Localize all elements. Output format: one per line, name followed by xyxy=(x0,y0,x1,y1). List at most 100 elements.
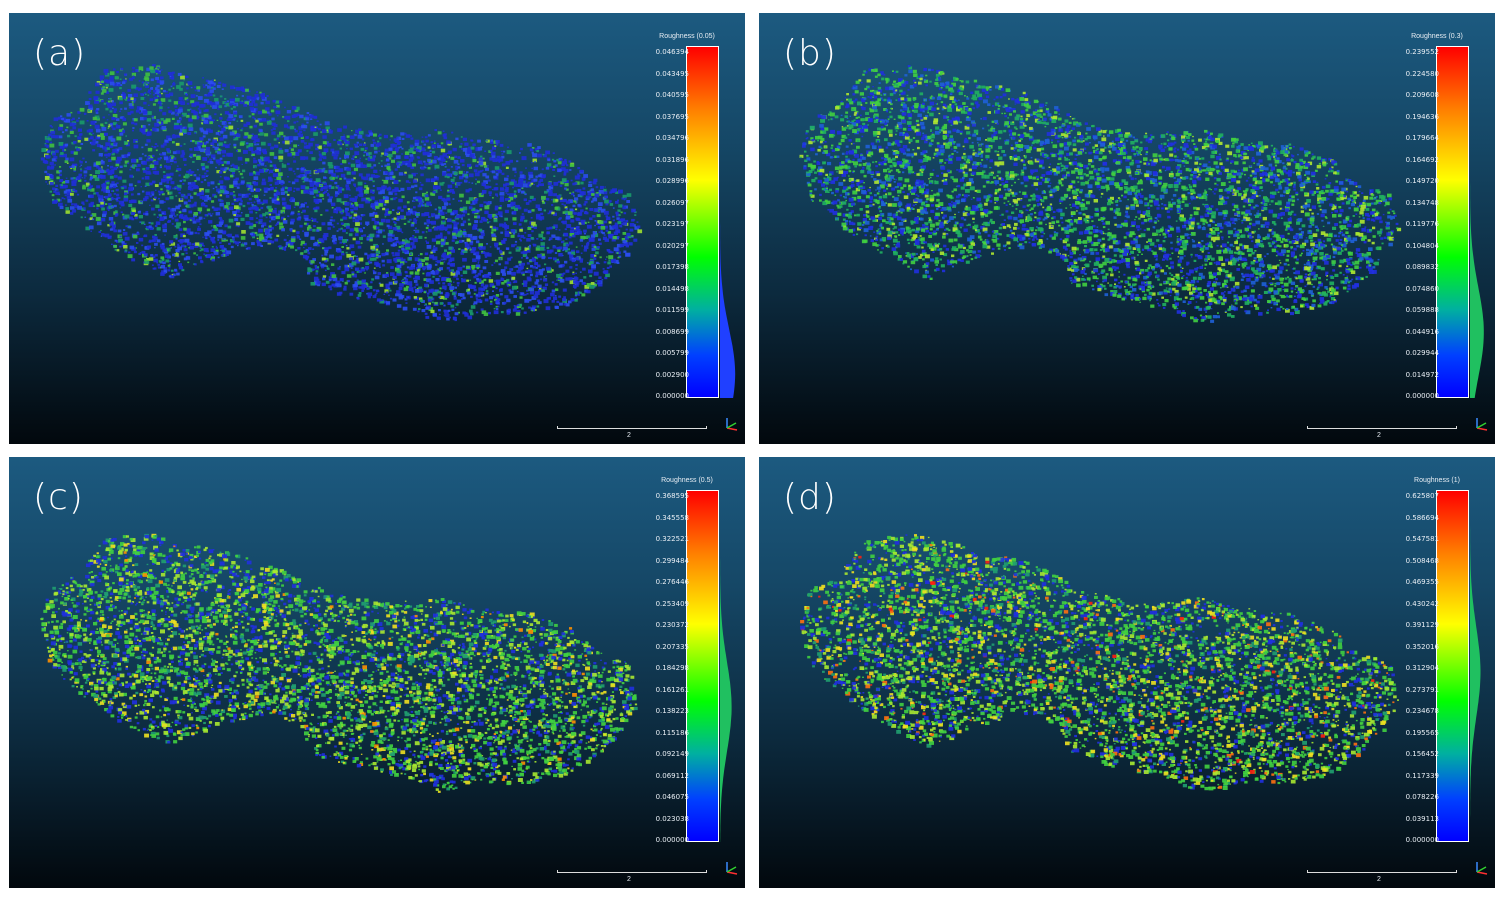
cloud-point xyxy=(565,188,569,191)
cloud-point xyxy=(209,199,212,201)
cloud-point xyxy=(127,112,132,116)
cloud-point xyxy=(125,142,128,145)
cloud-point xyxy=(124,249,128,252)
cloud-point xyxy=(189,153,195,158)
cloud-point xyxy=(422,201,425,203)
cloud-point xyxy=(510,201,516,206)
cloud-point xyxy=(401,247,405,251)
cloud-point xyxy=(433,140,436,142)
cloud-point xyxy=(221,143,226,147)
cloud-point xyxy=(52,187,56,190)
cloud-point xyxy=(243,123,248,127)
cloud-point xyxy=(441,216,445,219)
cloud-point xyxy=(392,242,397,247)
cloud-point xyxy=(49,190,52,193)
cloud-point xyxy=(306,121,309,124)
cloud-point xyxy=(314,126,317,129)
cloud-point xyxy=(352,237,356,241)
cloud-point xyxy=(415,271,420,275)
cloud-point xyxy=(123,245,128,249)
cloud-point xyxy=(546,197,550,201)
cloud-point xyxy=(88,132,92,135)
cloud-point xyxy=(123,197,129,202)
cloud-point xyxy=(414,227,417,230)
cloud-point xyxy=(282,116,285,118)
cloud-point xyxy=(358,292,362,295)
cloud-point xyxy=(188,183,193,188)
cloud-point xyxy=(590,234,596,238)
cloud-point xyxy=(397,228,402,232)
cloud-point xyxy=(376,290,380,293)
cloud-point xyxy=(264,229,270,233)
cloud-point xyxy=(259,119,262,122)
cloud-point xyxy=(246,202,250,205)
cloud-point xyxy=(89,107,94,110)
cloud-point xyxy=(88,91,92,94)
cloud-point xyxy=(471,264,476,269)
cloud-point xyxy=(443,226,448,231)
point-cloud-a[interactable] xyxy=(9,13,745,444)
cloud-point xyxy=(106,147,110,150)
cloud-point xyxy=(583,248,587,252)
cloud-point xyxy=(449,189,455,193)
cloud-point xyxy=(210,256,215,261)
cloud-point xyxy=(529,273,533,277)
cloud-point xyxy=(464,174,469,178)
cloud-point xyxy=(479,155,483,158)
cloud-point xyxy=(183,131,187,134)
cloud-point xyxy=(163,142,167,146)
cloud-point xyxy=(50,167,54,170)
cloud-point xyxy=(187,182,192,185)
cloud-point xyxy=(159,157,162,159)
cloud-point xyxy=(321,182,324,184)
cloud-point xyxy=(461,163,465,167)
cloud-point xyxy=(292,229,296,233)
cloud-point xyxy=(96,166,100,169)
cloud-point xyxy=(163,120,168,124)
cloud-point xyxy=(133,139,138,143)
cloud-point xyxy=(210,154,216,158)
cloud-point xyxy=(290,140,293,143)
cloud-point xyxy=(417,204,421,208)
cloud-point xyxy=(174,109,180,113)
cloud-point xyxy=(90,185,93,188)
cloud-point xyxy=(471,211,475,214)
cloud-point xyxy=(531,162,533,164)
cloud-point xyxy=(293,121,296,124)
cloud-point xyxy=(576,217,581,222)
cloud-point xyxy=(310,118,313,120)
cloud-point xyxy=(458,170,463,175)
cloud-point xyxy=(530,307,535,311)
point-cloud-view-a[interactable]: (a) Roughness (0.05) 2 0.046394 0.043495 0… xyxy=(9,13,745,444)
cloud-point xyxy=(494,215,498,219)
cloud-point xyxy=(443,314,447,317)
cloud-point xyxy=(179,144,183,147)
cloud-point xyxy=(392,182,395,184)
cloud-point xyxy=(73,151,78,155)
cloud-point xyxy=(247,134,253,139)
cloud-point xyxy=(492,226,496,229)
cloud-point xyxy=(184,214,188,218)
cloud-point xyxy=(623,242,629,246)
cloud-point xyxy=(205,146,210,151)
cloud-point xyxy=(345,225,350,229)
cloud-point xyxy=(127,140,130,142)
cloud-point xyxy=(300,190,306,194)
cloud-point xyxy=(507,146,509,149)
cloud-point xyxy=(588,181,591,184)
cloud-point xyxy=(316,221,319,223)
cloud-point xyxy=(409,218,412,221)
cloud-point xyxy=(258,133,261,136)
cloud-point xyxy=(226,161,230,164)
cloud-point xyxy=(160,245,165,250)
cloud-point xyxy=(200,248,204,251)
cloud-point xyxy=(507,198,510,200)
cloud-point xyxy=(287,126,290,129)
cloud-point xyxy=(232,183,238,187)
cloud-point xyxy=(54,188,58,191)
cloud-point xyxy=(548,192,553,197)
cloud-point xyxy=(158,70,161,73)
cloud-point xyxy=(251,242,255,246)
cloud-point xyxy=(171,156,175,160)
cloud-point xyxy=(150,70,153,73)
